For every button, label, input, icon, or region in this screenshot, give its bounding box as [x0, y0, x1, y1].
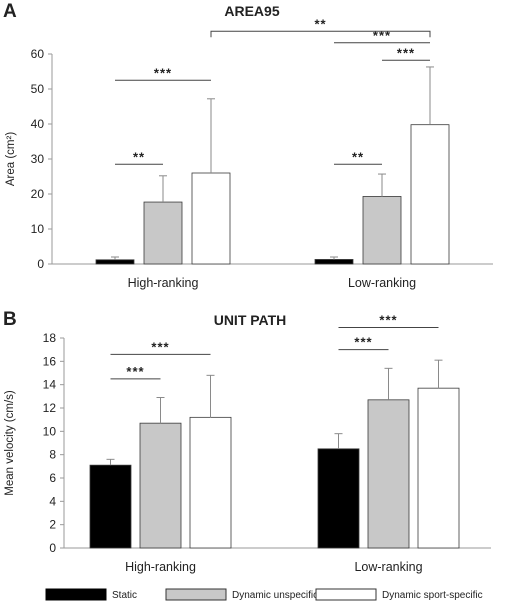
chart-a-ytick-label: 0 [37, 257, 44, 271]
chart-a-bar [95, 259, 135, 265]
chart-b-significance-label: *** [126, 364, 144, 379]
chart-b-ytick-label: 16 [43, 354, 57, 368]
chart-a-ytick-label: 40 [31, 117, 45, 131]
chart-b-bar [139, 422, 182, 549]
chart-a-significance-label: *** [397, 45, 415, 60]
chart-b-ytick-label: 14 [43, 378, 57, 392]
chart-unit-path: UNIT PATH 0 2 4 6 8 10 12 14 16 18 Mean velocity (… [4, 312, 491, 574]
chart-a-ytick-label: 10 [31, 222, 45, 236]
chart-b-bar [89, 464, 132, 549]
chart-a-category-label: Low-ranking [348, 276, 416, 290]
chart-b-bar [417, 387, 460, 549]
chart-a-significance-label: ** [352, 149, 364, 164]
legend-swatch-static [45, 588, 107, 601]
chart-a-significance-bracket [210, 30, 431, 38]
legend: Static Dynamic unspecific Dynamic sport-… [45, 588, 483, 601]
chart-b-ytick-label: 6 [49, 471, 56, 485]
chart-b-bar [189, 416, 232, 549]
chart-a-category-label: High-ranking [128, 276, 199, 290]
panel-b-letter: B [3, 309, 17, 330]
chart-b-ytick-label: 10 [43, 424, 57, 438]
chart-b-significance-label: *** [354, 335, 372, 350]
chart-a-bar [191, 172, 231, 265]
chart-a-ytick-label: 20 [31, 187, 45, 201]
chart-b-bar [317, 448, 360, 549]
chart-a-bar [410, 124, 450, 265]
legend-swatch-dynamic-unspecific [165, 588, 227, 601]
chart-b-category-label: High-ranking [125, 560, 196, 574]
legend-label-dynamic-sport-specific: Dynamic sport-specific [382, 590, 483, 601]
chart-a-significance-label: ** [133, 149, 145, 164]
chart-b-ytick-label: 4 [49, 494, 56, 508]
chart-b-title: UNIT PATH [214, 312, 287, 328]
chart-b-ylabel: Mean velocity (cm/s) [4, 390, 16, 496]
chart-a-significance-label: *** [373, 28, 391, 43]
chart-a-bar [314, 259, 354, 265]
chart-b-ytick-label: 0 [49, 541, 56, 555]
chart-b-bar [367, 399, 410, 549]
panel-a-letter: A [3, 1, 17, 22]
chart-area95: AREA95 0 10 20 30 40 50 60 Area (cm²) High-ranki… [5, 3, 493, 290]
chart-a-bar [362, 196, 402, 265]
chart-a-significance-label: *** [154, 65, 172, 80]
chart-a-ytick-label: 30 [31, 152, 45, 166]
chart-a-bar [143, 201, 183, 265]
chart-a-ytick-label: 50 [31, 82, 45, 96]
chart-a-ylabel: Area (cm²) [5, 132, 17, 186]
legend-label-static: Static [112, 590, 137, 601]
legend-swatch-dynamic-sport-specific [315, 588, 377, 601]
chart-b-ytick-label: 12 [43, 401, 57, 415]
legend-label-dynamic-unspecific: Dynamic unspecific [232, 590, 318, 601]
chart-b-significance-label: *** [151, 339, 169, 354]
chart-b-ytick-label: 8 [49, 448, 56, 462]
chart-a-ytick-label: 60 [31, 47, 45, 61]
chart-a-significance-label: ** [314, 16, 326, 31]
chart-b-significance-label: *** [379, 313, 397, 328]
chart-b-ytick-label: 18 [43, 331, 57, 345]
chart-a-title: AREA95 [224, 3, 279, 19]
chart-b-category-label: Low-ranking [354, 560, 422, 574]
chart-b-ytick-label: 2 [49, 518, 56, 532]
